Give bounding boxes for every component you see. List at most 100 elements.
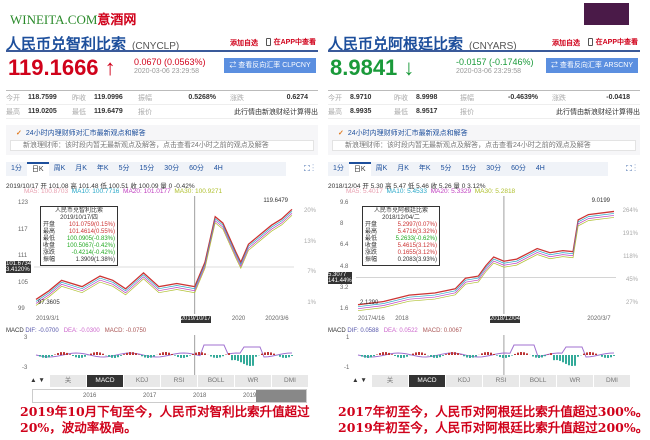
reverse-rate-button[interactable]: ⇄ 查看反向汇率 ARSCNY <box>546 58 638 73</box>
macd-values: MACD DIF: 0.0588 DEA: 0.0522 MACD: 0.006… <box>328 328 463 334</box>
current-price: 119.1666 ↑ <box>8 55 116 80</box>
crosshair-value: 5.3077 141.44% <box>328 271 352 284</box>
up-down-arrows-icon[interactable]: ▲ ▼ <box>348 375 372 387</box>
tab-yearly[interactable]: 年K <box>96 165 109 172</box>
tab-60min[interactable]: 60分 <box>189 165 204 172</box>
macd-bar <box>291 355 293 356</box>
macd-bar <box>520 352 522 355</box>
macd-bar <box>168 352 170 355</box>
indicator-off[interactable]: 关 <box>372 375 409 387</box>
tab-daily[interactable]: 日K <box>26 162 49 176</box>
news-body[interactable]: 新浪理财师：该时段内暂无最新观点及解答，点击查看24小时之前的观点及解答 <box>332 140 636 151</box>
indicator-macd[interactable]: MACD <box>87 375 124 387</box>
tab-30min[interactable]: 30分 <box>486 165 502 172</box>
price-line <box>35 208 293 300</box>
pct-tick: 7% <box>307 269 316 276</box>
tab-60min[interactable]: 60分 <box>511 165 526 172</box>
news-title[interactable]: 24小时内理财师对汇市最新观点和解答 <box>347 130 468 137</box>
indicator-kdj[interactable]: KDJ <box>446 375 483 387</box>
macd-bar <box>604 355 606 358</box>
news-body[interactable]: 新浪理财师：该时段内暂无最新观点及解答，点击查看24小时之前的观点及解答 <box>10 140 314 151</box>
indicator-kdj[interactable]: KDJ <box>124 375 161 387</box>
macd-bar <box>60 352 62 355</box>
tab-5min[interactable]: 5分 <box>440 165 452 172</box>
indicator-dmi[interactable]: DMI <box>594 375 631 387</box>
reverse-rate-button[interactable]: ⇄ 查看反向汇率 CLPCNY <box>224 58 316 73</box>
indicator-macd[interactable]: MACD <box>409 375 446 387</box>
indicator-rsi[interactable]: RSI <box>483 375 520 387</box>
macd-bar <box>132 352 134 355</box>
macd-bar <box>565 355 567 364</box>
price-chart[interactable]: 123 117 111 105 99 20% 13% 7% 1% 97.3605 119.647… <box>6 196 318 324</box>
macd-bar <box>553 355 555 361</box>
caption-right: 2017年初至今，人民币对阿根廷比索升值超过300%。 2019年初至今，人民币对… <box>338 404 649 435</box>
indicator-wr[interactable]: WR <box>557 375 594 387</box>
tab-weekly[interactable]: 周K <box>53 165 66 172</box>
news-title[interactable]: 24小时内理财师对汇市最新观点和解答 <box>25 130 146 137</box>
add-favorite-button[interactable]: 添加自选 <box>552 40 580 47</box>
pct-tick: 45% <box>625 277 638 283</box>
range-navigator[interactable]: 2016 2017 2018 2019 <box>32 389 307 403</box>
price-chart[interactable]: 9.6 8 6.4 4.8 3.2 1.6 264% 191% 118% 45% 27% 2.129… <box>328 196 640 324</box>
tab-1min[interactable]: 1分 <box>11 165 22 172</box>
macd-bar <box>592 352 594 355</box>
high-label: 9.0199 <box>591 198 610 204</box>
indicator-rsi[interactable]: RSI <box>161 375 198 387</box>
range-handle[interactable] <box>256 390 306 402</box>
tab-monthly[interactable]: 月K <box>75 165 87 172</box>
macd-bar <box>400 355 402 358</box>
indicator-off[interactable]: 关 <box>50 375 87 387</box>
macd-bar <box>463 355 465 357</box>
caption-left: 2019年10月下旬至今，人民币对智利比索升值超过 20%，波动率极高。 <box>20 404 310 435</box>
macd-bar <box>192 353 194 355</box>
macd-bar <box>246 355 248 366</box>
view-in-app-button[interactable]: 在APP中查看 <box>587 37 638 47</box>
macd-bar <box>204 353 206 355</box>
macd-bar <box>487 352 489 355</box>
tab-30min[interactable]: 30分 <box>164 165 180 172</box>
macd-bar <box>72 355 74 356</box>
add-favorite-button[interactable]: 添加自选 <box>230 40 258 47</box>
view-in-app-button[interactable]: 在APP中查看 <box>265 37 316 47</box>
macd-bar <box>174 355 176 356</box>
tab-weekly[interactable]: 周K <box>375 165 388 172</box>
macd-bar <box>69 354 71 355</box>
candle-info: 2018/12/04 开 5.30 高 5.47 低 5.46 收 5.26 量… <box>328 183 486 190</box>
tab-yearly[interactable]: 年K <box>418 165 431 172</box>
macd-chart: 1 -1 <box>328 335 640 375</box>
indicator-boll[interactable]: BOLL <box>520 375 557 387</box>
tab-5min[interactable]: 5分 <box>118 165 130 172</box>
tab-4h[interactable]: 4H <box>213 165 223 172</box>
up-down-arrows-icon[interactable]: ▲ ▼ <box>26 375 50 387</box>
macd-bar <box>129 352 131 355</box>
macd-bar <box>153 355 155 357</box>
timeframe-tabs: 1分 日K 周K 月K 年K 5分 15分 30分 60分 4H <box>328 162 608 176</box>
macd-bar <box>454 352 456 355</box>
macd-bar <box>99 352 101 355</box>
high-label: 119.6479 <box>263 198 288 204</box>
macd-bar <box>234 355 236 361</box>
tab-daily[interactable]: 日K <box>348 162 371 176</box>
tab-monthly[interactable]: 月K <box>397 165 409 172</box>
tab-4h[interactable]: 4H <box>535 165 545 172</box>
tab-15min[interactable]: 15分 <box>461 165 477 172</box>
y-tick: 99 <box>18 306 25 312</box>
y-tick: 9.6 <box>340 200 349 206</box>
low-label: 97.3605 <box>38 300 60 306</box>
tab-1min[interactable]: 1分 <box>333 165 344 172</box>
indicator-wr[interactable]: WR <box>235 375 272 387</box>
tab-15min[interactable]: 15分 <box>139 165 155 172</box>
y-tick: 105 <box>18 279 29 286</box>
fullscreen-icon[interactable]: ⛶ ⋮ <box>304 164 314 173</box>
macd-bar <box>39 355 41 357</box>
macd-bar <box>541 355 543 358</box>
macd-bar <box>81 355 83 358</box>
macd-bar <box>535 355 537 358</box>
indicator-boll[interactable]: BOLL <box>198 375 235 387</box>
macd-bar <box>159 353 161 355</box>
fullscreen-icon[interactable]: ⛶ ⋮ <box>626 164 636 173</box>
x-tick: 2019/3/1 <box>36 316 60 322</box>
macd-bar <box>264 352 266 355</box>
indicator-dmi[interactable]: DMI <box>272 375 309 387</box>
macd-bar <box>610 355 612 358</box>
